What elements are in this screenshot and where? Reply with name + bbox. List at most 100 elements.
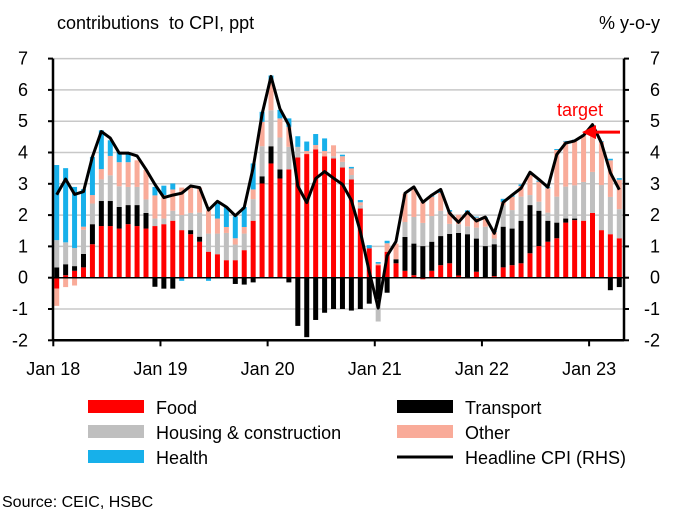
bar-housing-construction [188, 212, 194, 231]
bar-food [331, 158, 337, 278]
legend-label: Health [156, 448, 208, 468]
bar-other [607, 160, 613, 197]
bar-housing-construction [518, 196, 524, 221]
bar-housing-construction [72, 247, 78, 267]
bar-transport [384, 277, 390, 293]
bar-other [54, 288, 60, 306]
bar-other [259, 121, 265, 147]
left-tick-label: 5 [18, 111, 28, 131]
bar-health [322, 138, 328, 151]
bar-food [536, 246, 542, 278]
bar-housing-construction [107, 175, 113, 202]
bar-health [89, 156, 95, 196]
legend-swatch [88, 450, 144, 463]
bar-transport [429, 241, 435, 271]
bar-housing-construction [590, 171, 595, 213]
bar-transport [375, 277, 381, 300]
bar-housing-construction [232, 244, 238, 261]
right-tick-label: 5 [650, 111, 660, 131]
bar-food [241, 250, 247, 278]
bar-food [393, 263, 399, 278]
bar-transport [259, 176, 265, 184]
bar-transport [339, 277, 345, 309]
bar-housing-construction [63, 242, 69, 265]
bar-housing-construction [581, 181, 587, 221]
bars [54, 75, 622, 338]
bar-food [125, 224, 131, 278]
bar-transport [277, 169, 283, 179]
legend-swatch [397, 400, 453, 413]
bar-food [179, 230, 185, 278]
bar-health [107, 140, 113, 156]
bar-other [206, 210, 212, 234]
legend-label: Housing & construction [156, 423, 341, 443]
bar-food [72, 270, 78, 278]
tick-labels: 7 7 6 6 5 5 4 4 3 3 2 2 1 1 0 0 -1 -1 -2 -2 Jan 18 Jan 19 Jan … [12, 49, 660, 379]
legend-label: Food [156, 398, 197, 418]
bar-housing-construction [98, 179, 104, 202]
bar-other [80, 226, 86, 230]
bar-health [554, 149, 560, 150]
bar-transport [241, 277, 247, 285]
bar-other [188, 186, 194, 213]
bar-transport [286, 277, 292, 283]
bar-food [232, 260, 238, 278]
legend-label: Headline CPI (RHS) [465, 448, 626, 468]
bar-food [384, 251, 390, 278]
bar-other [313, 144, 319, 150]
left-tick-label: 6 [18, 80, 28, 100]
bar-housing-construction [509, 210, 515, 229]
bar-other [125, 162, 131, 187]
bar-housing-construction [125, 186, 131, 206]
bar-health [277, 109, 283, 119]
bar-food [366, 248, 372, 278]
bar-housing-construction [554, 196, 560, 223]
bar-food [509, 265, 515, 278]
bar-housing-construction [527, 195, 533, 206]
bar-other [232, 238, 238, 245]
bar-health [250, 163, 256, 190]
bar-transport [438, 236, 444, 266]
bar-food [598, 230, 604, 278]
bar-food [161, 224, 167, 278]
bar-food [581, 220, 587, 278]
bar-food [268, 163, 274, 278]
bar-health [170, 183, 176, 190]
right-tick-label: 2 [650, 205, 660, 225]
bar-food [357, 208, 363, 278]
bar-other [464, 211, 470, 227]
bar-other [241, 226, 247, 234]
bar-other [393, 243, 399, 260]
bar-food [402, 270, 408, 278]
bar-transport [536, 210, 542, 247]
bar-other [63, 277, 69, 288]
bar-food [322, 156, 328, 278]
bar-transport [554, 222, 560, 239]
bar-food [54, 277, 60, 289]
bar-other [161, 195, 167, 219]
bar-transport [616, 277, 622, 288]
bar-transport [322, 277, 328, 313]
bar-housing-construction [572, 185, 578, 219]
bar-food [277, 178, 283, 278]
bar-transport [331, 277, 337, 309]
bar-transport [491, 244, 497, 277]
bar-housing-construction [197, 212, 203, 237]
bar-housing-construction [429, 216, 435, 242]
legend: Food Transport Housing & construction Other… [88, 398, 626, 468]
bar-food [107, 226, 113, 278]
bar-health [295, 136, 301, 147]
bar-health [313, 134, 319, 145]
legend-swatch [88, 425, 144, 438]
left-tick-label: -1 [12, 299, 28, 319]
bar-housing-construction [339, 161, 345, 168]
bar-health [473, 216, 479, 218]
bar-health [232, 216, 238, 239]
right-axis-title: % y-o-y [599, 13, 660, 33]
bar-other [402, 193, 408, 222]
bar-health [348, 166, 354, 169]
bar-other [563, 141, 569, 187]
bar-transport [509, 228, 515, 266]
bar-housing-construction [179, 215, 185, 231]
bar-transport [304, 277, 310, 338]
